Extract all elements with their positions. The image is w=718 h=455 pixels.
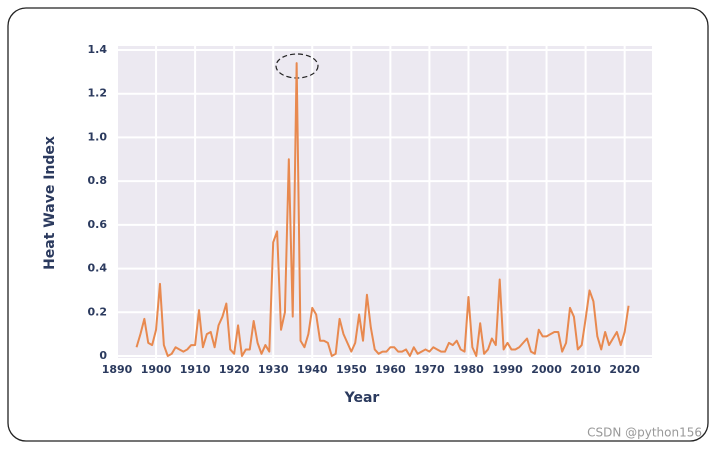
- x-tick-label: 1970: [414, 363, 445, 376]
- x-tick-label: 1900: [141, 363, 172, 376]
- y-tick-label: 0.8: [88, 174, 108, 187]
- x-axis-label: Year: [344, 390, 380, 406]
- y-tick-label: 1.2: [88, 87, 108, 100]
- x-tick-label: 1980: [453, 363, 484, 376]
- x-tick-label: 1930: [258, 363, 289, 376]
- y-tick-label: 0.4: [88, 262, 108, 275]
- y-tick-label: 0.6: [88, 218, 108, 231]
- x-tick-label: 1890: [102, 363, 133, 376]
- x-tick-label: 1920: [219, 363, 250, 376]
- plot-area: [117, 46, 652, 358]
- x-tick-label: 1910: [180, 363, 211, 376]
- x-tick-label: 2000: [531, 363, 562, 376]
- y-tick-label: 1.0: [88, 130, 108, 143]
- x-tick-label: 1940: [297, 363, 328, 376]
- x-tick-label: 2010: [570, 363, 601, 376]
- y-tick-label: 1.4: [88, 43, 108, 56]
- watermark: CSDN @python156: [587, 426, 702, 440]
- y-axis-label: Heat Wave Index: [42, 136, 58, 270]
- x-tick-label: 1950: [336, 363, 367, 376]
- y-tick-label: 0: [99, 349, 107, 362]
- x-tick-label: 1990: [492, 363, 523, 376]
- data-line: [135, 62, 630, 357]
- x-tick-label: 2020: [609, 363, 640, 376]
- x-tick-label: 1960: [375, 363, 406, 376]
- y-tick-label: 0.2: [88, 305, 108, 318]
